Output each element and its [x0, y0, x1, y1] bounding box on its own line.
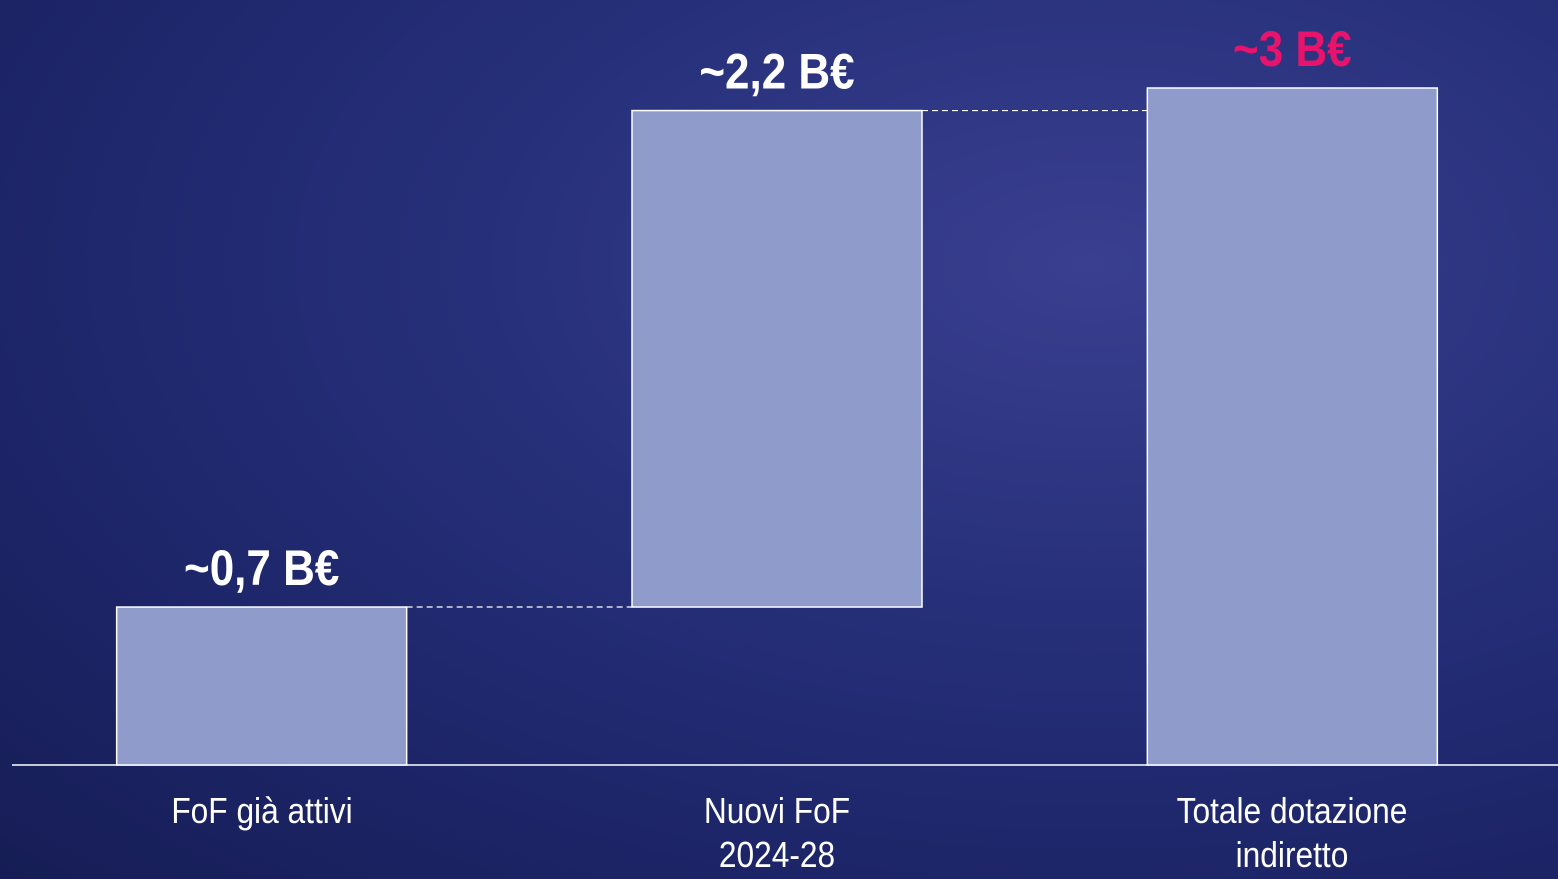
- bar: [1147, 88, 1437, 765]
- bar: [117, 607, 407, 765]
- bar: [632, 111, 922, 607]
- value-label: ~2,2 B€: [699, 43, 854, 99]
- page: {"chart_data": {"type": "waterfall", "ca…: [0, 0, 1558, 879]
- chart: ~0,7 B€ ~2,2 B€ ~3 B€: [0, 0, 1558, 879]
- category-label: FoF già attivi: [103, 789, 420, 833]
- category-label: Nuovi FoF 2024-28: [671, 789, 882, 877]
- category-label: Totale dotazione indiretto: [1152, 789, 1434, 877]
- value-label: ~0,7 B€: [184, 539, 339, 595]
- value-label: ~3 B€: [1233, 20, 1352, 76]
